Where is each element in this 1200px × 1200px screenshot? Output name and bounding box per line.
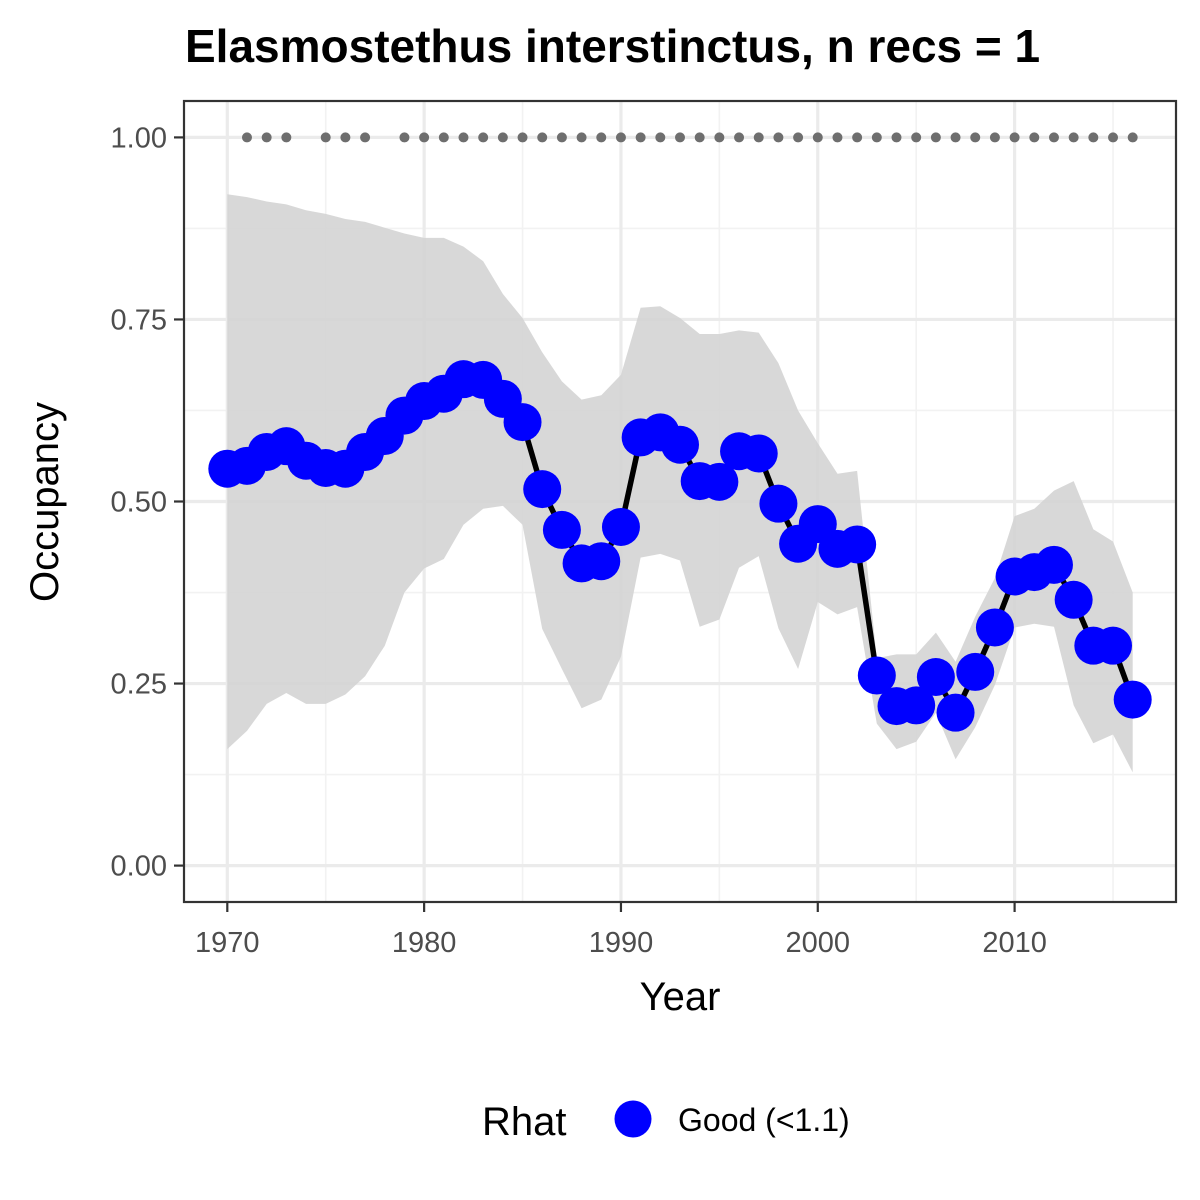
credible-interval-ribbon [227, 194, 1133, 773]
data-point [956, 652, 995, 691]
data-year-dot [1048, 132, 1059, 143]
data-year-dot [615, 132, 626, 143]
data-year-dot [360, 132, 371, 143]
data-year-dot [793, 132, 804, 143]
ribbon-area [227, 194, 1133, 773]
data-point [582, 542, 621, 581]
data-year-dot [852, 132, 863, 143]
data-point [916, 657, 955, 696]
data-year-dot [320, 132, 331, 143]
x-tick-label: 1980 [392, 927, 457, 959]
data-year-dot [1088, 132, 1099, 143]
data-year-dot [497, 132, 508, 143]
x-tick-label: 2010 [982, 927, 1047, 959]
data-year-dot [340, 132, 351, 143]
data-year-dot [517, 132, 528, 143]
data-year-dot [970, 132, 981, 143]
data-point [1113, 680, 1152, 719]
data-year-dot [241, 132, 252, 143]
data-year-dot [812, 132, 823, 143]
y-axis-title: Occupancy [23, 402, 67, 602]
y-tick-label: 1.00 [111, 122, 167, 154]
data-point [838, 525, 877, 564]
data-year-dot [419, 132, 430, 143]
occupancy-points [208, 360, 1152, 732]
data-year-dot [458, 132, 469, 143]
data-year-dot [871, 132, 882, 143]
data-year-dot [714, 132, 725, 143]
data-point [503, 403, 542, 442]
data-point [857, 656, 896, 695]
data-year-dot [1127, 132, 1138, 143]
x-axis-title: Year [640, 975, 721, 1019]
data-point [661, 425, 699, 464]
data-year-dot [1068, 132, 1079, 143]
data-point [975, 608, 1014, 647]
data-point [1034, 545, 1073, 584]
axes: 0.00 0.25 0.50 0.75 1.00 1970 1980 1990 2000 2010 [111, 122, 1047, 959]
data-year-dot [281, 132, 292, 143]
data-point [1054, 580, 1093, 619]
data-year-dot [478, 132, 489, 143]
data-year-dot [556, 132, 567, 143]
data-year-dot [989, 132, 1000, 143]
data-point [936, 693, 975, 732]
data-year-dot [832, 132, 843, 143]
data-year-dot [1108, 132, 1119, 143]
data-year-dot [655, 132, 666, 143]
data-year-dot [1029, 132, 1040, 143]
data-year-dot [261, 132, 272, 143]
data-point [523, 470, 562, 509]
legend-title: Rhat [482, 1100, 567, 1144]
x-tick-label: 1970 [195, 927, 260, 959]
data-year-dot [734, 132, 745, 143]
y-tick-label: 0.25 [111, 669, 167, 701]
data-year-dot [950, 132, 961, 143]
y-tick-label: 0.00 [111, 851, 167, 883]
data-year-dot [438, 132, 449, 143]
data-year-markers [241, 132, 1138, 143]
x-tick-label: 1990 [589, 927, 654, 959]
legend-label: Good (<1.1) [678, 1102, 850, 1138]
data-year-dot [596, 132, 607, 143]
x-tick-label: 2000 [786, 927, 851, 959]
data-year-dot [399, 132, 410, 143]
data-year-dot [576, 132, 587, 143]
data-point [542, 510, 581, 549]
y-tick-label: 0.75 [111, 304, 167, 336]
data-year-dot [911, 132, 922, 143]
data-year-dot [694, 132, 705, 143]
data-year-dot [1009, 132, 1020, 143]
data-year-dot [537, 132, 548, 143]
data-point [700, 462, 739, 501]
data-point [601, 507, 640, 546]
data-year-dot [635, 132, 646, 143]
data-year-dot [930, 132, 941, 143]
data-point [759, 484, 798, 523]
data-point [897, 686, 936, 725]
y-tick-label: 0.50 [111, 487, 167, 519]
legend: Rhat Good (<1.1) [482, 1100, 850, 1144]
data-point [1094, 626, 1133, 665]
data-point [739, 434, 778, 473]
data-year-dot [773, 132, 784, 143]
data-year-dot [891, 132, 902, 143]
legend-key-circle [614, 1100, 652, 1138]
data-year-dot [753, 132, 764, 143]
data-year-dot [675, 132, 685, 143]
chart-title: Elasmostethus interstinctus, n recs = 1 [185, 20, 1040, 72]
